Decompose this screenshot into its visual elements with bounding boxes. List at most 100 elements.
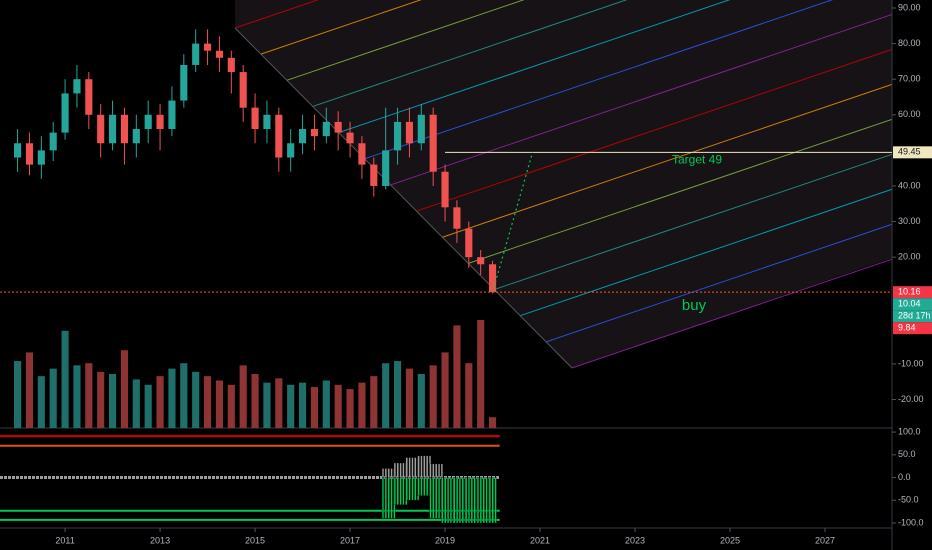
- volume-bar: [298, 382, 307, 428]
- volume-bar: [382, 363, 390, 428]
- candle-body: [168, 100, 176, 130]
- candle-body: [358, 143, 366, 165]
- osc-bar: [405, 477, 408, 501]
- osc-bar: [414, 457, 417, 478]
- volume-bar: [453, 325, 461, 428]
- volume-bar: [287, 384, 295, 428]
- volume-bar: [180, 363, 188, 428]
- x-tick-label: 2025: [720, 535, 740, 545]
- pitchfork: [234, 0, 892, 369]
- volume-bar: [120, 350, 129, 428]
- candle-body: [227, 57, 235, 73]
- osc-bar: [465, 477, 468, 524]
- osc-bar: [432, 463, 435, 478]
- price-badge-label: 49.45: [898, 147, 921, 157]
- pitchfork-line: [364, 0, 834, 160]
- pitchfork-line: [442, 83, 892, 238]
- osc-bar: [429, 477, 432, 519]
- candle-body: [441, 171, 449, 208]
- candle-body: [85, 79, 93, 115]
- osc-tick-label: 0.0: [898, 472, 911, 482]
- buy-label: buy: [682, 297, 707, 314]
- osc-bar: [467, 477, 471, 524]
- price-badge-label: 10.04: [898, 299, 921, 309]
- osc-bar: [390, 468, 393, 478]
- pitchfork-line: [571, 258, 892, 369]
- volume-bar: [263, 382, 271, 428]
- x-tick-label: 2015: [245, 535, 265, 545]
- volume-bar: [465, 363, 473, 428]
- pitchfork-area: [235, 0, 892, 368]
- pitchfork-line: [390, 13, 892, 186]
- volume-bar: [109, 374, 117, 428]
- osc-bar: [476, 477, 480, 524]
- candle-body: [393, 121, 402, 151]
- y-tick-label: -20.00: [898, 394, 924, 404]
- pitchfork-line: [286, 0, 525, 81]
- osc-bar: [432, 477, 435, 519]
- y-tick-label: 20.00: [898, 252, 921, 262]
- x-tick-label: 2023: [625, 535, 645, 545]
- osc-bar: [449, 477, 452, 524]
- osc-bar: [485, 477, 488, 524]
- candle-body: [215, 50, 223, 58]
- candle-body: [405, 121, 413, 144]
- osc-bar: [396, 477, 399, 505]
- osc-bar: [381, 477, 385, 519]
- candle-body: [263, 114, 271, 130]
- pitchfork-line: [312, 0, 628, 107]
- candle-body: [25, 143, 34, 165]
- candle-body: [334, 121, 342, 133]
- osc-bar: [408, 457, 411, 478]
- candle-body: [477, 257, 485, 265]
- osc-bar: [420, 455, 423, 478]
- volume-bar: [405, 368, 413, 428]
- candle-body: [346, 132, 354, 144]
- osc-bar: [417, 455, 420, 478]
- candle-body: [132, 129, 140, 144]
- candle-body: [275, 114, 283, 158]
- osc-bar: [384, 477, 387, 519]
- osc-bar: [393, 462, 396, 478]
- candle-body: [465, 228, 473, 258]
- candle-body: [287, 143, 295, 158]
- x-tick-label: 2011: [55, 535, 74, 545]
- volume-bar: [429, 365, 437, 428]
- candle-body: [298, 129, 307, 144]
- volume-bar: [251, 374, 259, 428]
- osc-tick-label: 100.0: [898, 426, 921, 436]
- candle-body: [417, 114, 425, 144]
- price-badge: [893, 310, 932, 323]
- osc-bar: [447, 477, 450, 524]
- osc-bar: [381, 468, 385, 478]
- osc-bar: [411, 457, 414, 478]
- price-badge-label: 9.84: [898, 323, 916, 333]
- osc-bar: [479, 477, 482, 524]
- volume-bar: [61, 330, 69, 428]
- candle-body: [370, 164, 378, 186]
- candle-body: [322, 121, 330, 137]
- price-badge-label: 28d 17h: [898, 311, 931, 321]
- pitchfork-edge: [234, 27, 573, 369]
- osc-bar: [417, 477, 420, 496]
- pitchfork-line: [260, 0, 422, 55]
- volume-bar: [239, 365, 247, 428]
- price-badge: [893, 146, 932, 159]
- osc-bar: [435, 477, 438, 519]
- candle-body: [192, 43, 200, 65]
- osc-bar: [402, 477, 405, 505]
- volume-bar: [37, 376, 45, 428]
- osc-bar: [399, 477, 402, 505]
- osc-bar: [423, 477, 426, 496]
- candle-body: [14, 143, 22, 158]
- volume-bar: [370, 376, 378, 428]
- volume-bar: [322, 380, 330, 428]
- osc-bar: [408, 477, 411, 501]
- candle-body: [382, 150, 390, 186]
- volume-bar: [310, 386, 318, 428]
- price-badge: [893, 298, 932, 311]
- osc-bar: [393, 477, 396, 505]
- pitchfork-line: [519, 188, 892, 317]
- candle-body: [204, 43, 212, 51]
